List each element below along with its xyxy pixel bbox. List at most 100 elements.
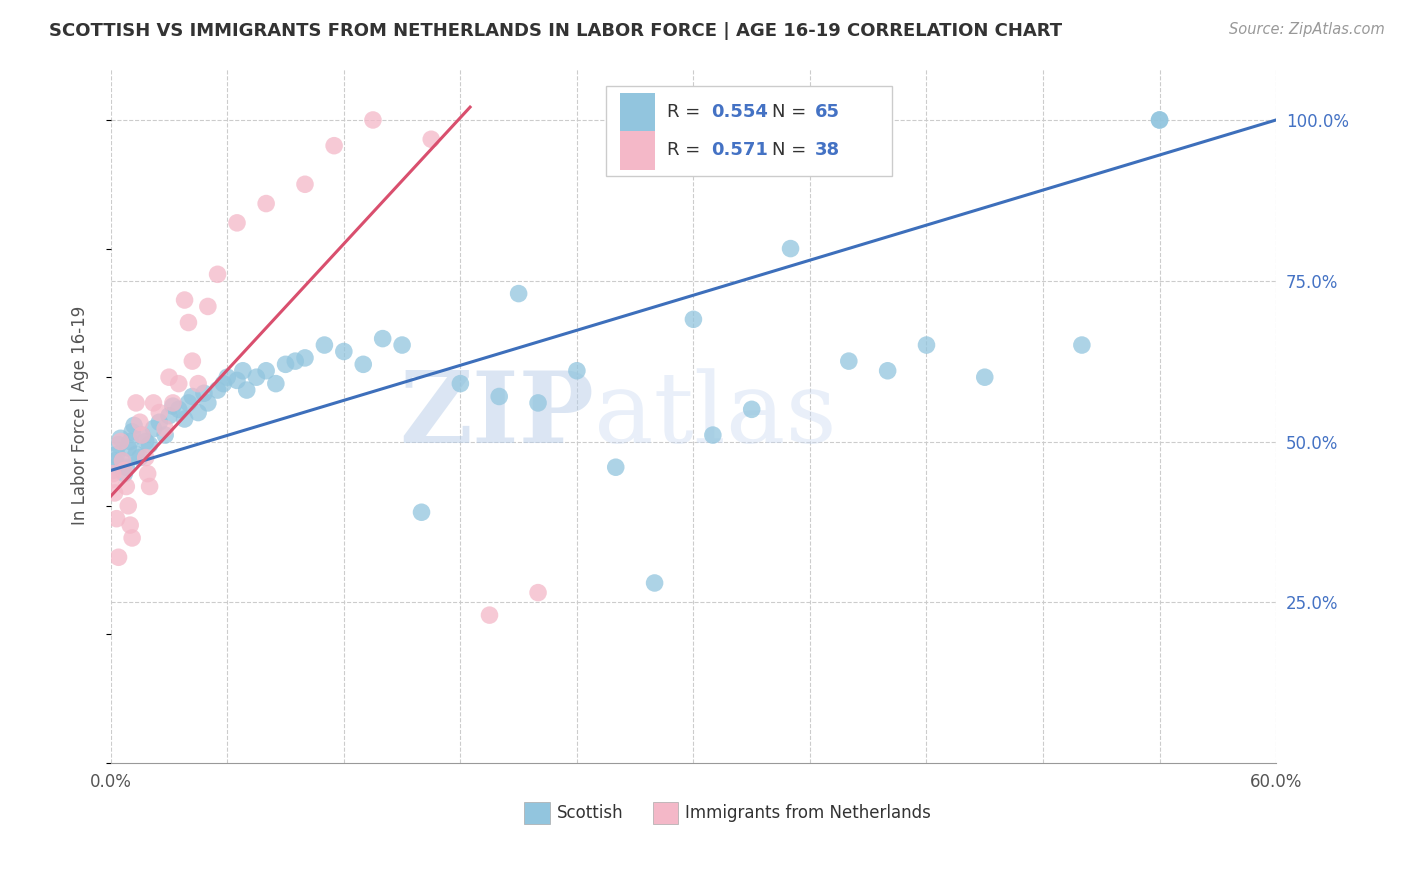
Point <box>187 376 209 391</box>
Point <box>488 389 510 403</box>
Point <box>112 463 135 477</box>
Point <box>741 402 763 417</box>
Point <box>226 373 249 387</box>
Point <box>138 438 160 452</box>
Point <box>284 354 307 368</box>
Text: 65: 65 <box>814 103 839 121</box>
Point <box>274 357 297 371</box>
Point <box>217 370 239 384</box>
Point <box>197 300 219 314</box>
Point <box>138 479 160 493</box>
FancyBboxPatch shape <box>620 131 655 169</box>
Point <box>117 441 139 455</box>
Text: ZIP: ZIP <box>399 368 595 464</box>
Text: Immigrants from Netherlands: Immigrants from Netherlands <box>685 804 931 822</box>
Point <box>120 434 142 449</box>
FancyBboxPatch shape <box>524 802 550 824</box>
Point <box>235 383 257 397</box>
Point <box>371 332 394 346</box>
Point <box>112 467 135 481</box>
Point <box>391 338 413 352</box>
Point <box>1070 338 1092 352</box>
Point <box>181 354 204 368</box>
Point <box>142 422 165 436</box>
Point <box>702 428 724 442</box>
Point <box>135 450 157 465</box>
Point <box>100 473 122 487</box>
Point <box>212 376 235 391</box>
Point <box>162 399 184 413</box>
Point <box>876 364 898 378</box>
Point <box>117 499 139 513</box>
FancyBboxPatch shape <box>652 802 678 824</box>
Point <box>125 447 148 461</box>
Point <box>105 511 128 525</box>
FancyBboxPatch shape <box>620 93 655 131</box>
Point <box>449 376 471 391</box>
Point <box>115 479 138 493</box>
Point <box>110 434 132 449</box>
Point <box>167 402 190 417</box>
Text: atlas: atlas <box>595 368 837 464</box>
Point <box>527 585 550 599</box>
Point <box>1149 112 1171 127</box>
Point <box>104 454 127 468</box>
Point <box>111 454 134 468</box>
Point <box>226 216 249 230</box>
Point <box>838 354 860 368</box>
Point <box>105 447 128 461</box>
Point <box>193 386 215 401</box>
Point <box>527 396 550 410</box>
Point <box>294 351 316 365</box>
Point <box>254 196 277 211</box>
Point <box>173 412 195 426</box>
Point <box>420 132 443 146</box>
Text: 38: 38 <box>814 142 839 160</box>
Text: Scottish: Scottish <box>557 804 624 822</box>
Point <box>157 409 180 423</box>
Point <box>508 286 530 301</box>
Point <box>131 428 153 442</box>
Text: R =: R = <box>666 142 706 160</box>
Point <box>181 389 204 403</box>
Point <box>107 550 129 565</box>
Text: N =: N = <box>772 142 811 160</box>
Point <box>173 293 195 307</box>
Point <box>101 463 124 477</box>
Point <box>153 422 176 436</box>
Point <box>135 434 157 449</box>
Point <box>352 357 374 371</box>
Point <box>111 454 134 468</box>
Point <box>682 312 704 326</box>
Point <box>104 486 127 500</box>
Point <box>121 531 143 545</box>
Point <box>915 338 938 352</box>
Text: 0.554: 0.554 <box>711 103 768 121</box>
Point <box>333 344 356 359</box>
Point <box>294 178 316 192</box>
Point <box>207 383 229 397</box>
Point <box>167 376 190 391</box>
Point <box>110 431 132 445</box>
Point <box>125 396 148 410</box>
Point <box>136 467 159 481</box>
Point <box>129 450 152 465</box>
Point <box>131 428 153 442</box>
Point <box>565 364 588 378</box>
Point <box>779 242 801 256</box>
Point <box>254 364 277 378</box>
Point <box>129 415 152 429</box>
Point <box>411 505 433 519</box>
Point <box>177 316 200 330</box>
Point <box>197 396 219 410</box>
Point <box>264 376 287 391</box>
Point <box>122 418 145 433</box>
Point <box>245 370 267 384</box>
Point <box>323 138 346 153</box>
Point <box>107 438 129 452</box>
Point <box>644 576 666 591</box>
Point <box>177 396 200 410</box>
FancyBboxPatch shape <box>606 86 891 177</box>
Point <box>478 608 501 623</box>
Point <box>361 112 384 127</box>
